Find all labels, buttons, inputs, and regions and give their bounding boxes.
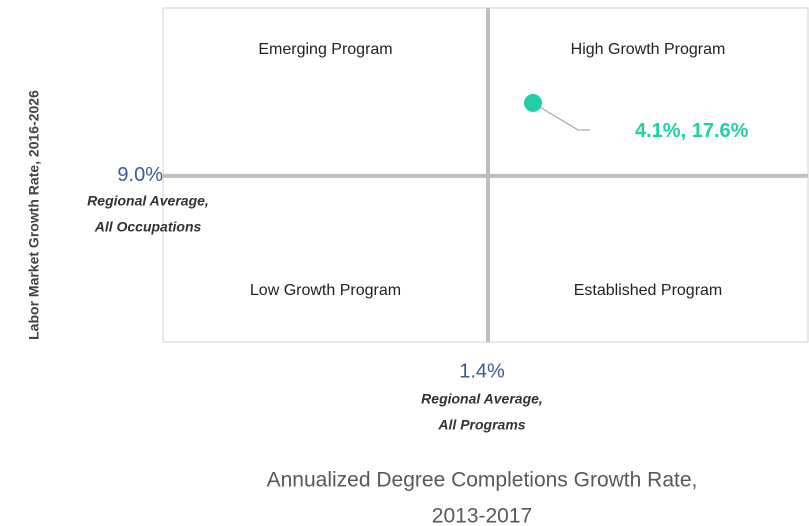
y-reference-note: Regional Average, bbox=[87, 193, 209, 209]
y-reference-note: All Occupations bbox=[94, 219, 202, 235]
x-reference-note: Regional Average, bbox=[421, 391, 543, 407]
quadrant-label: Established Program bbox=[574, 282, 723, 299]
leader-line bbox=[532, 102, 590, 131]
quadrant-label: High Growth Program bbox=[571, 41, 726, 58]
x-reference-note: All Programs bbox=[437, 417, 525, 433]
data-point bbox=[524, 93, 542, 112]
y-reference-label: 9.0% bbox=[117, 164, 163, 186]
y-axis-title: Labor Market Growth Rate, 2016-2026 bbox=[26, 90, 42, 340]
x-reference-label: 1.4% bbox=[459, 360, 505, 382]
quadrant-label: Low Growth Program bbox=[250, 282, 401, 299]
x-axis-title: 2013-2017 bbox=[432, 505, 532, 526]
x-axis-title: Annualized Degree Completions Growth Rat… bbox=[267, 469, 698, 492]
data-label: 4.1%, 17.6% bbox=[635, 120, 749, 142]
quadrant-label: Emerging Program bbox=[258, 41, 392, 58]
